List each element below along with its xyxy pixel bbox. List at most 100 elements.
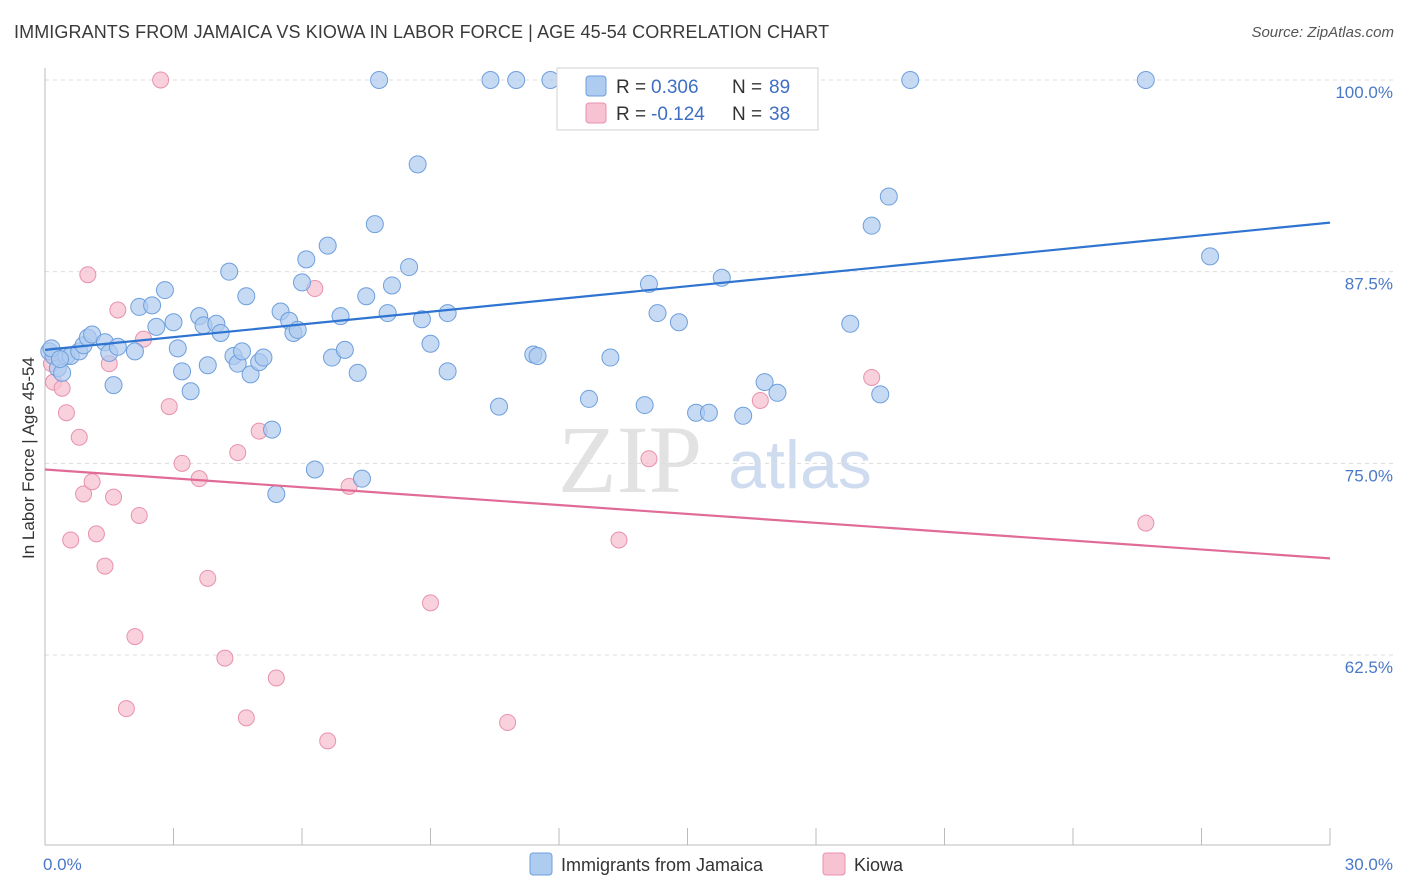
kiowa-point: [216, 649, 234, 667]
kiowa-point: [87, 525, 105, 543]
legend-swatch-kiowa: [585, 102, 607, 124]
jamaica-point: [241, 365, 260, 384]
bottom-legend-swatch-jamaica: [529, 852, 553, 876]
kiowa-point: [267, 669, 285, 687]
jamaica-point: [490, 397, 509, 416]
jamaica-point: [155, 281, 174, 300]
jamaica-point: [181, 382, 200, 401]
jamaica-point: [164, 313, 183, 332]
jamaica-point: [198, 356, 217, 375]
legend-n-value-kiowa: 38: [769, 104, 790, 125]
chart-title: IMMIGRANTS FROM JAMAICA VS KIOWA IN LABO…: [14, 22, 830, 42]
kiowa-point: [79, 266, 97, 284]
y-tick-label: 100.0%: [1335, 83, 1393, 102]
kiowa-point: [160, 398, 178, 416]
watermark-zip: ZIP: [558, 406, 702, 513]
kiowa-point: [109, 301, 127, 319]
jamaica-point: [168, 339, 187, 358]
jamaica-point: [669, 313, 688, 332]
jamaica-point: [400, 258, 419, 277]
jamaica-point: [528, 347, 547, 365]
kiowa-point: [105, 488, 123, 506]
kiowa-point: [70, 428, 88, 446]
jamaica-point: [263, 420, 282, 439]
trend-lines: [44, 221, 1331, 560]
jamaica-point: [601, 348, 620, 367]
jamaica-point: [305, 460, 324, 479]
kiowa-point: [57, 404, 75, 422]
jamaica-point: [635, 396, 654, 415]
jamaica-point: [147, 317, 166, 336]
jamaica-point: [841, 314, 860, 333]
kiowa-trend-line: [44, 468, 1331, 560]
jamaica-point: [421, 334, 440, 353]
kiowa-point: [117, 700, 135, 718]
x-tick-label: 30.0%: [1345, 855, 1393, 874]
jamaica-point: [438, 304, 457, 323]
kiowa-point: [499, 713, 517, 731]
jamaica-point: [348, 363, 367, 382]
jamaica-point: [579, 389, 598, 408]
y-tick-label: 75.0%: [1345, 466, 1393, 485]
jamaica-point: [237, 287, 256, 306]
kiowa-point: [1137, 514, 1155, 532]
jamaica-point: [699, 403, 718, 422]
jamaica-point: [1136, 71, 1155, 89]
kiowa-point: [130, 506, 148, 524]
jamaica-point: [365, 215, 384, 234]
jamaica-point: [233, 342, 252, 361]
legend-n-label-jamaica: N =: [732, 77, 762, 98]
axes: [44, 68, 1331, 846]
series-legend: Immigrants from Jamaica Kiowa: [529, 852, 904, 876]
jamaica-point: [639, 274, 658, 293]
jamaica-point: [541, 71, 560, 89]
kiowa-point: [62, 531, 80, 549]
correlation-legend: R = 0.306 N = 89 R = -0.124 N = 38: [556, 67, 819, 131]
jamaica-point: [254, 348, 273, 367]
jamaica-point: [648, 304, 667, 323]
kiowa-points: [42, 71, 1155, 750]
jamaica-point: [438, 362, 457, 381]
jamaica-point: [318, 236, 337, 255]
y-axis-label: In Labor Force | Age 45-54: [19, 357, 38, 559]
kiowa-point: [75, 485, 93, 503]
jamaica-point: [335, 340, 354, 359]
x-tick-label: 0.0%: [43, 855, 82, 874]
legend-r-value-kiowa: -0.124: [651, 104, 705, 125]
kiowa-point: [610, 531, 628, 549]
legend-r-value-jamaica: 0.306: [651, 77, 699, 98]
kiowa-point: [751, 391, 769, 409]
kiowa-point: [229, 444, 247, 462]
jamaica-point: [901, 71, 920, 89]
legend-n-value-jamaica: 89: [769, 77, 790, 98]
jamaica-point: [871, 385, 890, 404]
kiowa-point: [83, 473, 101, 491]
kiowa-point: [53, 379, 71, 397]
jamaica-point: [370, 71, 389, 89]
jamaica-point: [481, 71, 500, 89]
y-tick-label: 87.5%: [1345, 275, 1393, 294]
jamaica-point: [108, 337, 127, 356]
jamaica-trend-line: [44, 221, 1331, 351]
jamaica-points: [40, 71, 1220, 503]
jamaica-point: [412, 310, 431, 329]
legend-r-label-jamaica: R =: [616, 77, 646, 98]
kiowa-point: [422, 594, 439, 612]
legend-r-label-kiowa: R =: [616, 104, 646, 125]
legend-n-label-kiowa: N =: [732, 104, 762, 125]
jamaica-point: [293, 273, 311, 292]
jamaica-point: [408, 155, 427, 174]
jamaica-point: [357, 287, 376, 306]
bottom-legend-label-kiowa: Kiowa: [854, 855, 904, 875]
jamaica-point: [352, 469, 371, 488]
jamaica-point: [267, 485, 286, 503]
kiowa-point: [173, 454, 191, 472]
kiowa-point: [96, 557, 114, 575]
jamaica-point: [768, 383, 787, 402]
jamaica-point: [378, 304, 397, 323]
jamaica-point: [220, 262, 239, 281]
jamaica-point: [125, 342, 144, 361]
kiowa-point: [640, 450, 658, 468]
jamaica-point: [862, 216, 881, 235]
legend-swatch-jamaica: [585, 75, 607, 97]
